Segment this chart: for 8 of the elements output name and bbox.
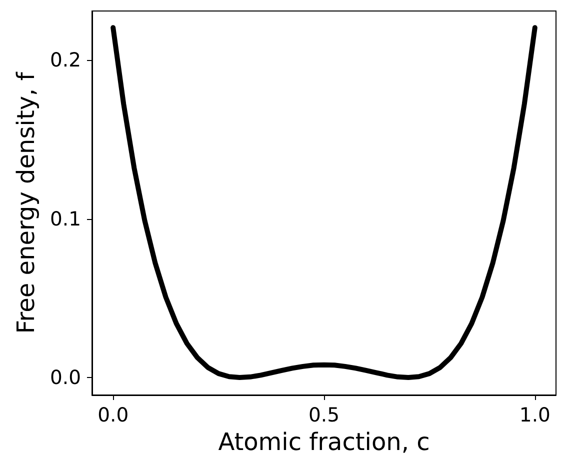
y-tick-label: 0.1 [50, 207, 81, 230]
x-axis-title: Atomic fraction, c [218, 428, 430, 456]
x-tick-label: 0.0 [98, 404, 129, 426]
x-tick-label: 0.5 [308, 404, 340, 426]
x-tick-label: 1.0 [519, 404, 550, 426]
y-tick-label: 0.2 [50, 48, 81, 72]
y-axis-title: Free energy density, f [12, 72, 40, 334]
y-tick-label: 0.0 [50, 366, 81, 390]
